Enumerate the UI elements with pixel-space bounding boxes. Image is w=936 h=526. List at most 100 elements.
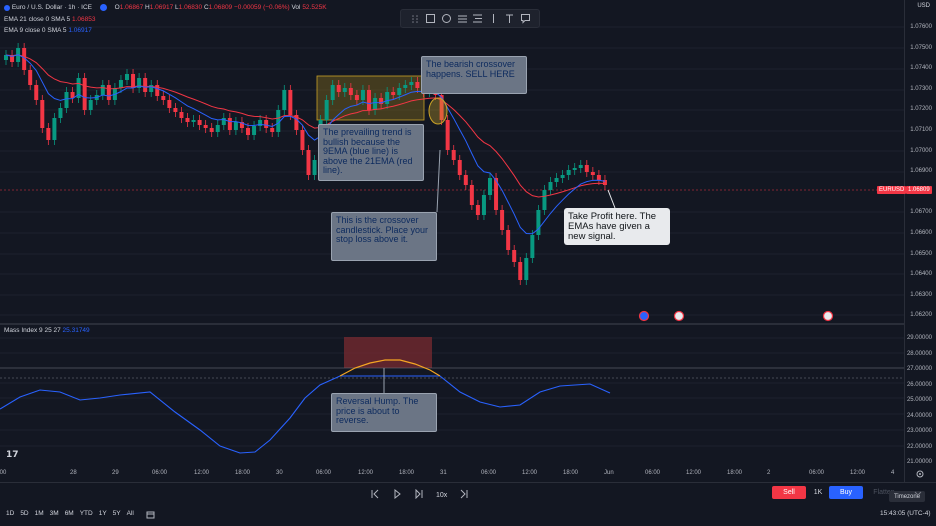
ema9-legend[interactable]: EMA 9 close 0 SMA 5 1.06917 (4, 27, 92, 34)
note-take-profit[interactable]: Take Profit here. The EMAs have given a … (564, 208, 670, 245)
callout-tool-icon[interactable] (519, 13, 531, 25)
replay-start-icon[interactable] (370, 486, 380, 504)
price-axis-label: 1.06900 (910, 168, 932, 175)
price-axis-label: 1.06300 (910, 291, 932, 298)
candle-body (463, 175, 468, 185)
symbol-legend[interactable]: Euro / U.S. Dollar · 1h · ICE O1.06867 H… (4, 4, 327, 11)
range-6m[interactable]: 6M (64, 510, 74, 517)
ema21-label: EMA 21 close 0 SMA 5 (4, 16, 71, 23)
candle-body (560, 175, 565, 178)
profit-pointer (607, 189, 616, 209)
candle-body (161, 96, 166, 100)
range-all[interactable]: All (126, 510, 134, 517)
candle-body (566, 170, 571, 175)
note-reversal-hump[interactable]: Reversal Hump. The price is about to rev… (331, 393, 437, 432)
mass-axis-label: 22.00000 (906, 443, 932, 450)
drag-handle-icon[interactable] (409, 13, 421, 25)
calendar-icon[interactable] (146, 510, 155, 521)
time-axis-label: 18:00 (235, 470, 251, 476)
range-5d[interactable]: 5D (20, 510, 29, 517)
event-markers[interactable] (638, 310, 834, 322)
mass-legend[interactable]: Mass Index 9 25 27 25.31749 (4, 327, 90, 334)
clock[interactable]: 15:43:05 (UTC-4) (880, 510, 931, 517)
time-axis-label: 18:00 (399, 470, 415, 476)
candle-body (312, 160, 317, 175)
replay-speed[interactable]: 10x (436, 491, 448, 499)
quantity-field[interactable]: 1K (813, 489, 823, 496)
time-axis-label: 4 (891, 470, 895, 476)
candle-body (512, 250, 517, 262)
collapse-chevron-icon[interactable] (914, 484, 922, 502)
buy-button[interactable]: Buy (829, 486, 863, 499)
candle-body (173, 108, 178, 112)
crossover-pointer (436, 149, 441, 213)
text-tool-icon[interactable] (503, 13, 515, 25)
note-bearish[interactable]: The bearish crossover happens. SELL HERE (421, 56, 527, 94)
time-axis[interactable]: :00 28 29 06:00 12:00 18:00 30 06:00 12:00 18:00 3… (0, 468, 904, 480)
candle-body (270, 128, 275, 132)
ohlc-low: 1.06830 (178, 4, 203, 12)
fib-tool-icon[interactable] (472, 13, 484, 25)
candle-body (548, 182, 553, 190)
candle-body (409, 82, 414, 85)
candle-body (197, 120, 202, 125)
tradingview-logo[interactable]: 17 (6, 450, 19, 460)
range-1m[interactable]: 1M (34, 510, 44, 517)
candle-body (209, 128, 214, 132)
mass-axis-label: 23.00000 (906, 428, 932, 434)
symbol-title[interactable]: Euro / U.S. Dollar · 1h · ICE (11, 4, 93, 12)
candle-body (10, 55, 15, 62)
note-trend[interactable]: The prevailing trend is bullish because … (318, 124, 424, 181)
ema21-legend[interactable]: EMA 21 close 0 SMA 5 1.06853 (4, 16, 95, 23)
candle-body (282, 90, 287, 110)
candle-body (276, 110, 281, 132)
candle-body (457, 160, 462, 175)
replay-controls[interactable]: 10x (370, 486, 469, 504)
price-axis-label: 1.06700 (910, 209, 932, 216)
range-3m[interactable]: 3M (49, 510, 59, 517)
time-axis-label: 31 (440, 470, 447, 476)
range-1d[interactable]: 1D (6, 510, 15, 517)
time-axis-label: 29 (112, 470, 119, 476)
candle-body (590, 172, 595, 175)
time-axis-label: 06:00 (809, 470, 825, 476)
candle-body (488, 178, 492, 195)
play-icon[interactable] (392, 486, 402, 504)
date-range-bar[interactable]: 1D 5D 1M 3M 6M YTD 1Y 5Y All (6, 510, 155, 521)
candle-body (397, 88, 402, 95)
candle-body (300, 130, 305, 150)
ohlc-open: 1.06867 (119, 4, 144, 12)
step-forward-icon[interactable] (414, 486, 424, 504)
range-5y[interactable]: 5Y (112, 510, 121, 517)
note-crossover[interactable]: This is the crossover candlestick. Place… (331, 212, 437, 261)
price-chart[interactable] (0, 0, 904, 468)
range-1y[interactable]: 1Y (98, 510, 107, 517)
flatten-button[interactable]: Flatten (873, 489, 895, 496)
event-marker[interactable] (638, 310, 650, 322)
candle-body (572, 168, 577, 170)
ema9-line (5, 54, 606, 235)
candle-body (524, 258, 529, 280)
settings-icon[interactable] (906, 468, 934, 480)
price-scale[interactable]: USD 1.07600 1.07500 1.07400 1.07300 1.07200 1… (877, 0, 936, 482)
currency-label[interactable]: USD (917, 3, 930, 9)
current-price-tag: 1.06809 (906, 186, 932, 194)
mass-axis-label: 27.00000 (906, 366, 932, 372)
mass-axis-label: 28.00000 (906, 350, 932, 357)
range-ytd[interactable]: YTD (79, 510, 93, 517)
time-axis-label: 12:00 (194, 470, 210, 476)
candle-body (131, 74, 136, 88)
ohlc-open-label: O (114, 4, 120, 12)
rectangle-tool-icon[interactable] (425, 13, 437, 25)
circle-tool-icon[interactable] (440, 13, 452, 25)
candle-body (469, 185, 474, 205)
event-marker[interactable] (822, 310, 834, 322)
sell-button[interactable]: Sell (772, 486, 806, 499)
event-marker[interactable] (673, 310, 685, 322)
candle-body (34, 85, 39, 100)
replay-end-icon[interactable] (459, 486, 469, 504)
lines-tool-icon[interactable] (456, 13, 468, 25)
candle-body (22, 48, 27, 70)
drawing-toolbar[interactable] (400, 9, 540, 28)
vertical-line-icon[interactable] (488, 13, 500, 25)
